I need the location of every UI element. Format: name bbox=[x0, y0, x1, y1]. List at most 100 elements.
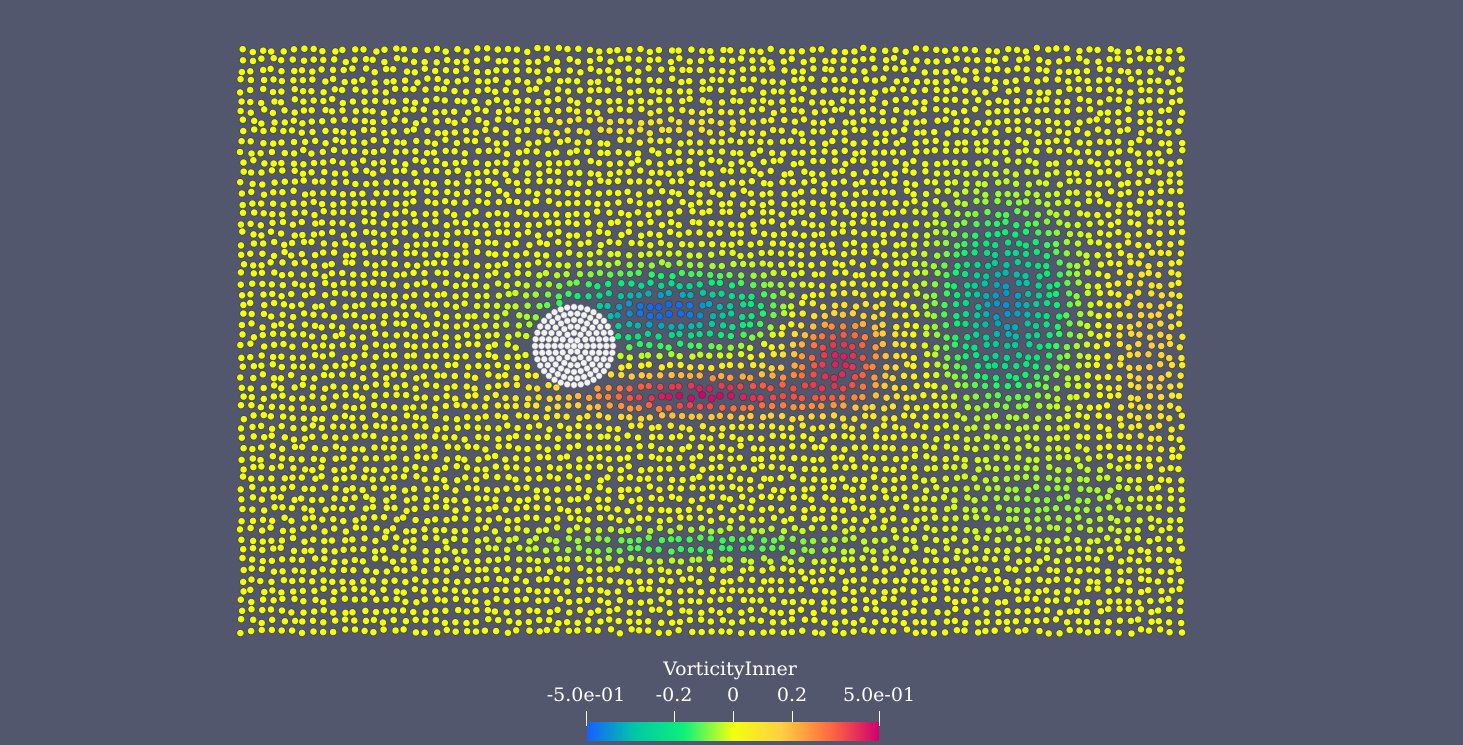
fluid-particle bbox=[717, 289, 726, 298]
fluid-particle bbox=[502, 228, 511, 237]
fluid-particle bbox=[984, 362, 993, 370]
fluid-particle bbox=[717, 108, 726, 116]
fluid-particle bbox=[850, 331, 859, 340]
fluid-particle bbox=[484, 383, 493, 391]
fluid-particle bbox=[961, 319, 970, 328]
fluid-particle bbox=[912, 310, 921, 319]
fluid-particle bbox=[1013, 494, 1021, 503]
fluid-particle bbox=[902, 270, 911, 279]
fluid-particle bbox=[339, 128, 348, 137]
fluid-particle bbox=[237, 321, 246, 329]
fluid-particle bbox=[990, 433, 999, 442]
fluid-particle bbox=[920, 250, 929, 258]
fluid-particle bbox=[350, 352, 359, 361]
fluid-particle bbox=[971, 210, 980, 218]
fluid-particle bbox=[329, 188, 338, 197]
fluid-particle bbox=[748, 198, 757, 207]
fluid-particle bbox=[859, 433, 867, 442]
fluid-particle bbox=[1052, 159, 1060, 168]
fluid-particle bbox=[492, 330, 501, 339]
fluid-particle bbox=[328, 577, 337, 586]
fluid-particle bbox=[257, 54, 266, 63]
fluid-particle bbox=[728, 433, 737, 441]
fluid-particle bbox=[646, 482, 654, 491]
fluid-particle bbox=[1082, 391, 1091, 400]
fluid-particle bbox=[515, 311, 524, 320]
fluid-particle bbox=[545, 177, 554, 186]
fluid-particle bbox=[563, 555, 571, 563]
fluid-particle bbox=[1105, 431, 1113, 440]
fluid-particle bbox=[655, 474, 664, 483]
fluid-particle bbox=[504, 565, 512, 574]
fluid-particle bbox=[789, 403, 798, 412]
fluid-particle bbox=[626, 76, 634, 85]
fluid-particle bbox=[1095, 180, 1104, 189]
fluid-particle bbox=[1003, 309, 1012, 318]
fluid-particle bbox=[1013, 107, 1021, 116]
fluid-particle bbox=[331, 433, 340, 442]
fluid-particle bbox=[535, 77, 544, 86]
fluid-particle bbox=[249, 156, 258, 165]
fluid-particle bbox=[676, 87, 684, 96]
fluid-particle bbox=[654, 303, 663, 311]
fluid-particle bbox=[514, 127, 523, 136]
fluid-particle bbox=[971, 445, 980, 453]
fluid-particle bbox=[644, 64, 653, 73]
fluid-particle bbox=[685, 513, 694, 522]
fluid-particle bbox=[922, 584, 931, 593]
fluid-particle bbox=[951, 45, 960, 54]
fluid-particle bbox=[930, 454, 939, 463]
fluid-particle bbox=[859, 494, 868, 502]
fluid-particle bbox=[535, 177, 544, 186]
fluid-particle bbox=[1134, 288, 1143, 297]
fluid-particle bbox=[699, 433, 707, 442]
fluid-particle bbox=[658, 576, 666, 584]
fluid-particle bbox=[1063, 412, 1072, 421]
fluid-particle bbox=[1134, 534, 1142, 543]
fluid-particle bbox=[787, 259, 796, 268]
fluid-particle bbox=[1095, 382, 1104, 391]
fluid-particle bbox=[268, 464, 276, 472]
fluid-particle bbox=[433, 547, 442, 555]
fluid-particle bbox=[626, 473, 634, 482]
fluid-particle bbox=[737, 54, 745, 63]
fluid-particle bbox=[798, 148, 807, 157]
fluid-particle bbox=[633, 485, 642, 494]
fluid-particle bbox=[339, 517, 348, 525]
fluid-particle bbox=[338, 577, 347, 586]
fluid-particle bbox=[1135, 197, 1144, 205]
fluid-particle bbox=[352, 391, 360, 400]
fluid-particle bbox=[626, 177, 635, 186]
fluid-particle bbox=[553, 523, 561, 532]
fluid-particle bbox=[1178, 108, 1187, 117]
fluid-particle bbox=[463, 210, 472, 219]
fluid-particle bbox=[647, 270, 656, 279]
fluid-particle bbox=[575, 515, 584, 523]
fluid-particle bbox=[1002, 353, 1011, 362]
fluid-particle bbox=[544, 453, 552, 462]
fluid-particle bbox=[1103, 352, 1112, 361]
fluid-particle bbox=[1045, 282, 1054, 291]
fluid-particle bbox=[910, 240, 918, 249]
fluid-particle bbox=[504, 106, 513, 115]
fluid-particle bbox=[575, 586, 583, 594]
fluid-particle bbox=[1093, 251, 1102, 260]
fluid-particle bbox=[1034, 311, 1042, 320]
fluid-particle bbox=[991, 250, 999, 259]
fluid-particle bbox=[637, 231, 645, 240]
fluid-particle bbox=[716, 453, 725, 461]
fluid-particle bbox=[331, 289, 339, 297]
fluid-particle bbox=[1155, 494, 1164, 503]
fluid-particle bbox=[902, 179, 911, 188]
fluid-particle bbox=[471, 228, 480, 237]
fluid-particle bbox=[563, 159, 572, 167]
fluid-particle bbox=[788, 442, 797, 451]
fluid-particle bbox=[278, 271, 286, 280]
fluid-particle bbox=[1168, 88, 1177, 96]
fluid-particle bbox=[290, 231, 299, 240]
fluid-particle bbox=[931, 218, 940, 227]
fluid-particle bbox=[400, 566, 409, 575]
fluid-particle bbox=[492, 321, 500, 330]
fluid-particle bbox=[1045, 146, 1054, 155]
